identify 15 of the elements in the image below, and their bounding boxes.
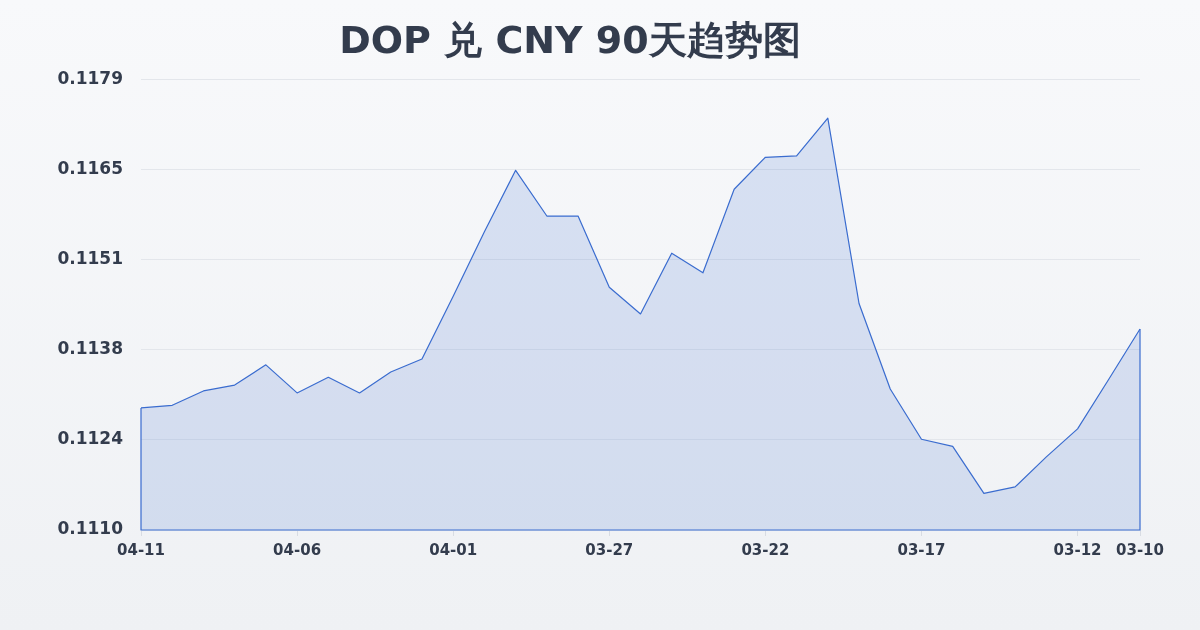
chart-title: DOP 兑 CNY 90天趋势图 xyxy=(339,17,801,62)
x-tick-label: 04-11 xyxy=(117,540,165,559)
y-tick-label: 0.1151 xyxy=(57,248,123,269)
x-tick-label: 04-06 xyxy=(273,540,322,559)
y-tick-label: 0.1179 xyxy=(57,68,123,89)
y-tick-label: 0.1138 xyxy=(57,338,123,359)
y-tick-label: 0.1165 xyxy=(57,158,123,179)
x-tick-label: 04-01 xyxy=(429,540,478,559)
x-tick-label: 03-10 xyxy=(1116,540,1164,559)
y-tick-label: 0.1110 xyxy=(57,518,124,539)
x-tick-label: 03-22 xyxy=(741,540,790,559)
x-tick-label: 03-27 xyxy=(585,540,634,559)
x-tick-label: 03-12 xyxy=(1053,540,1102,559)
x-tick-label: 03-17 xyxy=(897,540,946,559)
y-tick-label: 0.1124 xyxy=(57,428,124,449)
